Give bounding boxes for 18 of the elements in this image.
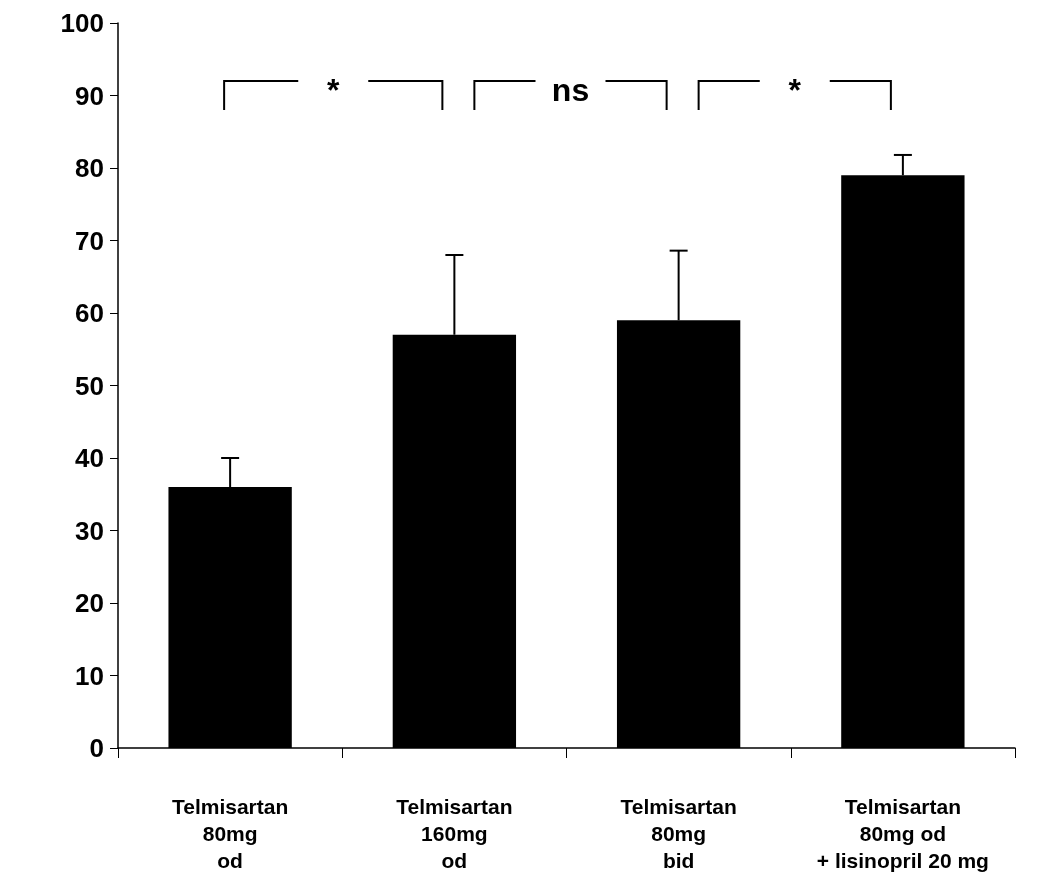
- x-tick-label: Telmisartan 80mg od + lisinopril 20 mg: [816, 795, 989, 872]
- x-tick-label: Telmisartan 160mg od: [396, 795, 513, 872]
- y-tick-label: 50: [75, 370, 104, 401]
- y-tick-label: 0: [89, 733, 104, 763]
- y-tick-label: 80: [75, 153, 104, 183]
- y-tick-label: 30: [75, 515, 104, 546]
- x-tick-label: Telmisartan 80mg bid: [620, 795, 737, 872]
- y-tick-label: 10: [75, 660, 104, 691]
- annotation: ns: [551, 72, 590, 108]
- annotation: *: [327, 72, 341, 108]
- y-tick-label: 40: [75, 443, 104, 473]
- y-tick-label: 20: [75, 588, 104, 618]
- y-tick-label: 100: [60, 8, 104, 38]
- y-tick-label: 90: [75, 80, 104, 111]
- annotation: *: [788, 72, 802, 108]
- y-tick-label: 60: [75, 298, 104, 328]
- x-tick-label: Telmisartan 80mg od: [171, 795, 289, 872]
- y-tick-label: 70: [75, 225, 104, 256]
